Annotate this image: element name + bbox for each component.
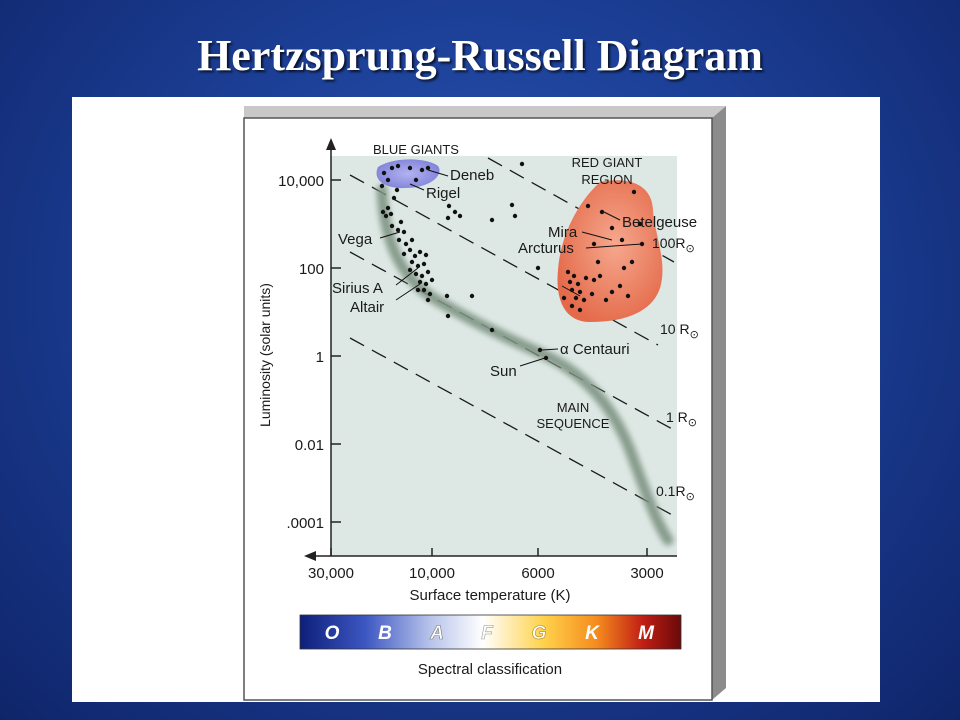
main-sequence-label-line2: SEQUENCE	[537, 416, 610, 431]
radius-line-01	[349, 337, 675, 517]
sun-label: Sun	[490, 363, 517, 380]
red-giant-label-line2: REGION	[581, 172, 632, 187]
spectral-class-g: G	[532, 623, 547, 644]
y-tick-label: 1	[316, 349, 324, 366]
spectral-class-a: A	[429, 623, 444, 644]
x-tick-label: 6000	[521, 565, 554, 582]
radius-label-10: 10 R⊙	[660, 321, 699, 341]
y-axis-title: Luminosity (solar units)	[257, 283, 273, 427]
frame-side	[712, 106, 726, 700]
y-axis-arrow	[326, 138, 336, 150]
y-tick-label: .0001	[286, 515, 324, 532]
leader-lines	[379, 169, 643, 367]
mira-label: Mira	[548, 224, 578, 241]
y-tick-label: 10,000	[278, 173, 324, 190]
y-tick-label: 100	[299, 261, 324, 278]
y-tick-label: 0.01	[295, 437, 324, 454]
x-ticks	[330, 548, 648, 556]
x-axis-title: Surface temperature (K)	[410, 587, 571, 604]
x-tick-label: 10,000	[409, 565, 455, 582]
spectral-letters: O B A F G K M	[325, 623, 655, 645]
slide-title: Hertzsprung-Russell Diagram	[197, 31, 763, 80]
star-dots	[379, 161, 645, 361]
spectral-class-b: B	[378, 623, 392, 644]
sirius-label: Sirius A	[332, 280, 383, 297]
frame-top	[244, 106, 726, 118]
x-tick-label: 30,000	[308, 565, 354, 582]
spectral-label: Spectral classification	[418, 661, 562, 678]
x-axis-arrow	[304, 551, 316, 561]
main-sequence-label-line1: MAIN	[557, 400, 590, 415]
altair-label: Altair	[350, 299, 384, 316]
radius-line-10	[349, 174, 659, 346]
x-tick-label: 3000	[630, 565, 663, 582]
main-sequence-band	[376, 184, 674, 546]
radius-label-01: 0.1R⊙	[656, 483, 695, 503]
red-giant-label-line1: RED GIANT	[572, 155, 643, 170]
spectral-bar	[299, 614, 682, 650]
red-giant-region	[557, 180, 663, 322]
y-ticks	[331, 179, 341, 523]
blue-giants-label: BLUE GIANTS	[373, 142, 459, 157]
arcturus-label: Arcturus	[518, 240, 574, 257]
vega-label: Vega	[338, 231, 373, 248]
radius-label-100: 100R⊙	[652, 235, 695, 255]
spectral-class-m: M	[638, 623, 655, 644]
radius-label-1: 1 R⊙	[666, 409, 697, 429]
spectral-class-f: F	[481, 623, 494, 644]
spectral-class-k: K	[585, 623, 600, 644]
rigel-label: Rigel	[426, 185, 460, 202]
deneb-label: Deneb	[450, 167, 494, 184]
betelgeuse-label: Betelgeuse	[622, 214, 697, 231]
spectral-class-o: O	[325, 623, 340, 644]
alpha-centauri-label: α Centauri	[560, 341, 630, 358]
